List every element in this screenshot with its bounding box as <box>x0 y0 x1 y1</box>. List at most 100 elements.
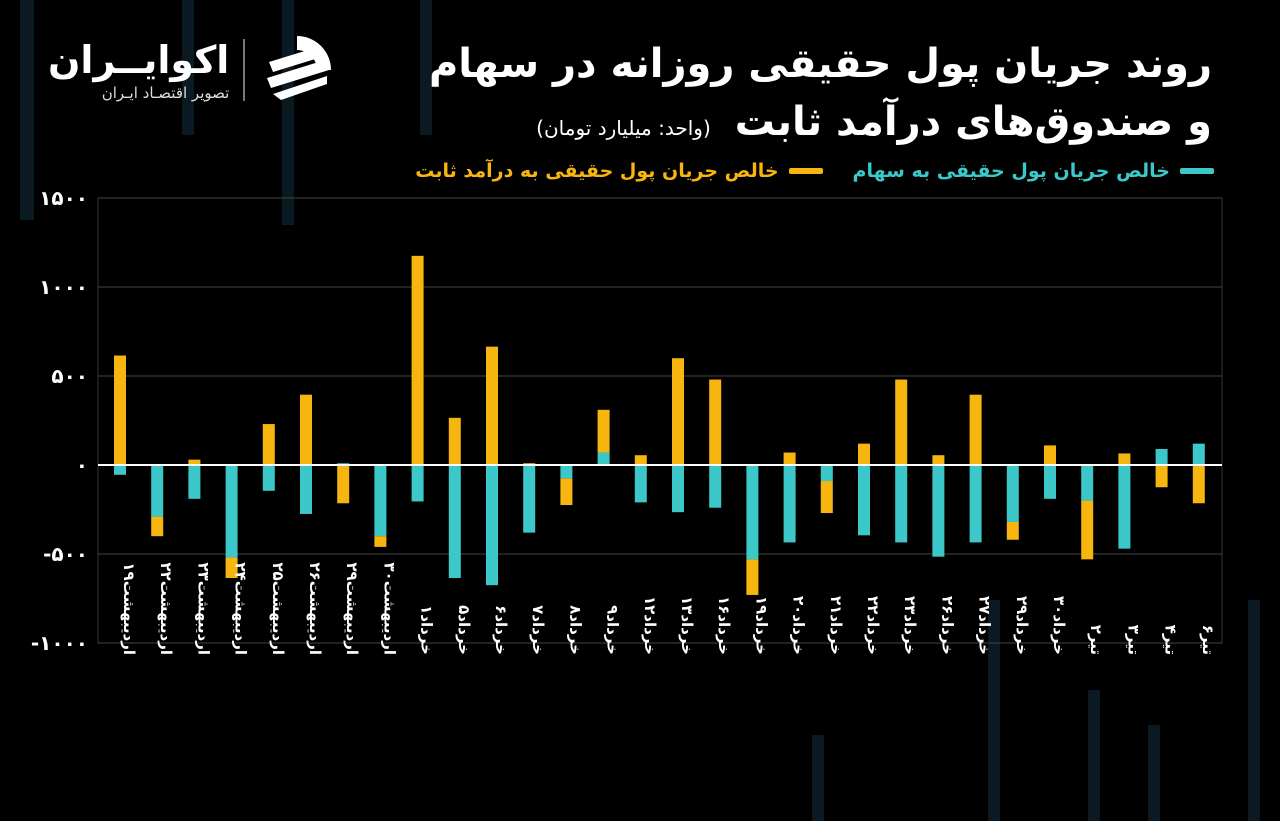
y-tick-label: ۰ <box>76 453 88 477</box>
x-tick-label: خرداد۸ <box>566 605 584 655</box>
bar-stocks <box>448 465 461 579</box>
x-tick-label: خرداد۲۲ <box>864 596 882 655</box>
chart-unit: (واحد: میلیارد تومان) <box>536 116 711 140</box>
bar-fixed-income <box>969 394 982 465</box>
bar-fixed-income <box>374 536 387 547</box>
x-tick-label: اردیبهشت۲۶ <box>306 562 324 655</box>
x-tick-label: خرداد۶ <box>492 605 510 655</box>
bar-stocks <box>486 465 498 586</box>
bar-stocks <box>262 465 275 491</box>
legend-label-stocks: خالص جریان پول حقیقی به سهام <box>852 160 1170 182</box>
bar-stocks <box>114 465 126 475</box>
bar-stocks <box>746 465 759 560</box>
bar-fixed-income <box>1155 465 1168 488</box>
x-tick-label: خرداد۲۰ <box>790 596 808 655</box>
bar-stocks <box>374 465 387 537</box>
bar-stocks <box>523 465 536 533</box>
x-tick-label: خرداد۲۶ <box>938 596 956 655</box>
bar-stocks <box>858 465 870 536</box>
bar-stocks <box>820 465 833 482</box>
legend-swatch-fixed-income <box>788 168 823 174</box>
bar-stocks <box>300 465 312 514</box>
plot-frame <box>97 197 1223 644</box>
bar-fixed-income <box>895 379 908 465</box>
bar-stocks <box>1118 465 1131 549</box>
bar-stocks <box>597 452 610 465</box>
brand-tagline: تصویر اقتصـاد ایـران <box>101 84 230 102</box>
bar-fixed-income <box>188 459 201 465</box>
bar-stocks <box>411 465 424 502</box>
brand-text: اکوایــران تصویر اقتصـاد ایـران <box>48 38 229 102</box>
bar-fixed-income <box>411 255 424 465</box>
x-tick-label: خرداد۲۳ <box>901 596 919 655</box>
chart-title-line2-text: و صندوق‌های درآمد ثابت <box>734 99 1212 145</box>
x-tick-label: اردیبهشت۲۴ <box>232 562 250 655</box>
bar-stocks <box>1006 465 1019 522</box>
bar-fixed-income <box>746 559 759 595</box>
background-decoration <box>420 0 432 135</box>
background-decoration <box>1148 725 1160 821</box>
bar-stocks <box>895 465 908 543</box>
background-decoration <box>988 600 1000 821</box>
y-tick-label: ۱۵۰۰ <box>39 186 88 210</box>
bar-stocks <box>1155 448 1168 465</box>
bar-stocks <box>188 465 201 499</box>
bar-fixed-income <box>1044 445 1056 465</box>
x-tick-label: اردیبهشت۲۹ <box>343 562 361 655</box>
bar-fixed-income <box>709 379 722 465</box>
x-tick-label: اردیبهشت۳۰ <box>380 562 398 655</box>
bar-fixed-income <box>1006 521 1019 540</box>
chart-title-line1: روند جریان پول حقیقی روزانه در سهام <box>428 41 1212 87</box>
bar-stocks <box>969 465 982 543</box>
bar-fixed-income <box>1081 500 1094 560</box>
bar-stocks <box>560 465 573 479</box>
x-tick-label: خرداد۵ <box>455 605 473 655</box>
x-tick-label: تیر۳ <box>1124 625 1142 655</box>
brand-name: اکوایــران <box>48 38 230 82</box>
background-decoration <box>20 0 34 220</box>
chart-title-line2: و صندوق‌های درآمد ثابت (واحد: میلیارد تو… <box>536 96 1212 154</box>
x-tick-label: خرداد۱۳ <box>678 596 696 655</box>
bar-fixed-income <box>1118 453 1131 465</box>
x-tick-label: خرداد۳۰ <box>1050 596 1068 655</box>
legend-label-fixed-income: خالص جریان پول حقیقی به درآمد ثابت <box>415 160 779 182</box>
y-tick-label: ۵۰۰ <box>51 364 88 388</box>
background-decoration <box>182 0 194 135</box>
bar-fixed-income <box>300 394 312 465</box>
brand-logo: اکوایــران تصویر اقتصـاد ایـران <box>48 32 335 108</box>
legend-item-fixed-income: خالص جریان پول حقیقی به درآمد ثابت <box>415 160 823 182</box>
bar-fixed-income <box>337 465 350 504</box>
bar-fixed-income <box>486 346 498 465</box>
bar-fixed-income <box>448 417 461 465</box>
y-tick-label: -۱۰۰۰ <box>31 631 88 655</box>
bar-stocks <box>1192 443 1205 465</box>
bar-fixed-income <box>783 452 796 465</box>
bar-fixed-income <box>560 478 573 506</box>
bar-stocks <box>1044 465 1056 499</box>
bar-stocks <box>709 465 722 508</box>
bar-stocks <box>672 465 684 513</box>
bar-stocks <box>634 465 647 503</box>
bar-fixed-income <box>672 358 684 465</box>
x-tick-label: اردیبهشت۲۵ <box>269 562 287 655</box>
background-decoration <box>1088 690 1100 821</box>
bar-stocks <box>783 465 796 543</box>
x-tick-label: خرداد۲۱ <box>827 596 845 655</box>
bar-fixed-income <box>114 355 126 465</box>
bar-fixed-income <box>634 455 647 465</box>
x-tick-label: خرداد۷ <box>529 605 547 655</box>
x-tick-label: خرداد۹ <box>604 605 622 655</box>
bar-fixed-income <box>858 443 870 465</box>
legend-swatch-stocks <box>1180 168 1214 174</box>
chart-legend: خالص جریان پول حقیقی به سهام خالص جریان … <box>415 160 1214 182</box>
bar-stocks <box>225 465 238 558</box>
bar-fixed-income <box>262 424 275 465</box>
bar-stocks <box>151 465 164 517</box>
x-tick-label: خرداد۱ <box>418 605 436 655</box>
bar-fixed-income <box>1192 465 1205 504</box>
bar-fixed-income <box>820 481 833 514</box>
x-tick-label: تیر۴ <box>1162 625 1180 655</box>
bar-fixed-income <box>225 557 238 579</box>
logo-mark-icon <box>267 36 332 100</box>
